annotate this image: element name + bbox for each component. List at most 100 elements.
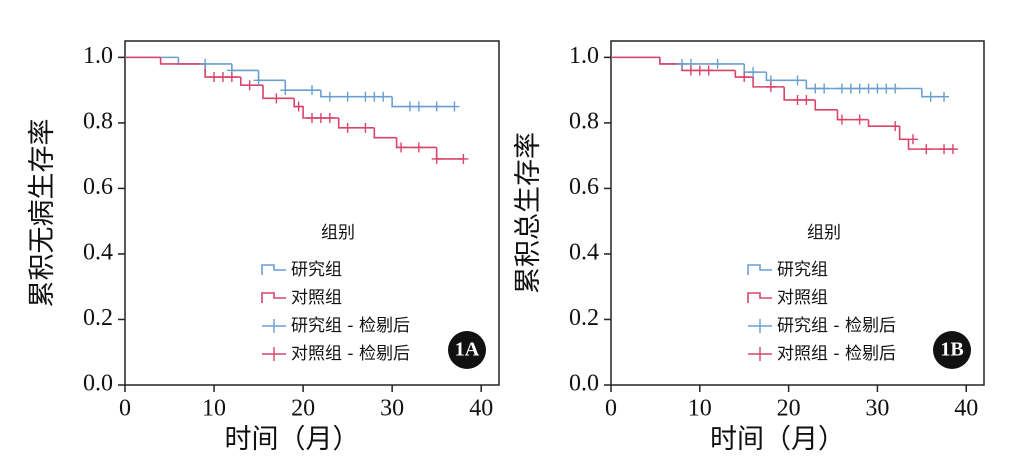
y-tick-label: 0.6 xyxy=(83,174,113,200)
x-axis-title: 时间（月） xyxy=(710,424,845,454)
censor-mark xyxy=(293,101,304,112)
legend-label: 对照组 xyxy=(777,288,828,308)
censor-mark xyxy=(396,142,407,153)
censor-mark xyxy=(739,72,750,83)
censor-mark xyxy=(845,83,856,94)
censor-mark xyxy=(890,121,901,132)
censor-mark xyxy=(271,93,282,104)
x-tick-label: 30 xyxy=(865,396,889,422)
censor-mark xyxy=(360,122,371,133)
censor-mark xyxy=(307,112,317,123)
y-tick-label: 0.2 xyxy=(569,305,599,331)
legend-label: 对照组 xyxy=(291,288,342,308)
survival-step xyxy=(659,57,745,65)
legend-label: 研究组 - 检剔后 xyxy=(777,316,896,336)
chart-panel: 0 10 20 30 40 0.0 0.2 0.4 0.6 0.8 1.0 时间（月） 累积总生存率 组别… xyxy=(513,40,985,454)
censor-mark xyxy=(854,83,865,94)
survival-step xyxy=(435,147,464,160)
badge xyxy=(448,331,486,369)
legend-icon xyxy=(748,347,772,361)
y-tick-label: 1.0 xyxy=(569,43,599,69)
x-tick-label: 10 xyxy=(688,396,712,422)
censor-mark xyxy=(854,114,865,125)
x-tick-label: 0 xyxy=(605,396,617,422)
legend-icon xyxy=(747,292,772,303)
badge-label: 1A xyxy=(455,339,480,361)
censor-mark xyxy=(939,144,950,155)
y-tick-label: 0.4 xyxy=(83,239,113,265)
legend-title: 组别 xyxy=(321,223,355,243)
legend-icon xyxy=(262,347,286,361)
censor-mark xyxy=(907,134,918,145)
legend-label: 研究组 - 检剔后 xyxy=(291,316,410,336)
censor-mark xyxy=(925,91,936,102)
censor-mark xyxy=(413,101,424,112)
badge-label: 1B xyxy=(940,339,963,361)
censor-mark xyxy=(819,83,830,94)
badge xyxy=(933,331,971,369)
legend-label: 对照组 - 检剔后 xyxy=(777,344,896,364)
survival-step xyxy=(765,72,807,82)
survival-step xyxy=(239,77,264,87)
x-tick-label: 40 xyxy=(954,396,978,422)
censor-mark xyxy=(810,83,821,94)
censor-mark xyxy=(792,94,803,105)
y-tick-label: 0.8 xyxy=(569,108,599,134)
censor-mark xyxy=(431,153,442,164)
censor-mark xyxy=(921,144,932,155)
censor-mark xyxy=(792,75,803,86)
censor-mark xyxy=(765,81,776,92)
censor-mark xyxy=(217,72,228,83)
censor-mark xyxy=(872,83,883,94)
censor-mark xyxy=(748,67,759,78)
x-tick-label: 40 xyxy=(469,396,493,422)
x-tick-label: 30 xyxy=(380,396,404,422)
censor-mark xyxy=(324,112,335,123)
x-tick-label: 20 xyxy=(777,396,801,422)
legend-label: 对照组 - 检剔后 xyxy=(291,344,410,364)
legend-title: 组别 xyxy=(807,223,841,243)
y-tick-label: 0.0 xyxy=(83,371,113,397)
survival-step xyxy=(743,63,767,73)
legend-label: 研究组 xyxy=(291,260,342,280)
survival-step xyxy=(391,96,455,108)
censor-mark xyxy=(703,65,714,76)
censor-mark xyxy=(449,101,460,112)
censor-mark xyxy=(200,58,211,69)
censor-mark xyxy=(801,94,812,105)
x-tick-label: 20 xyxy=(291,396,315,422)
y-tick-label: 0.4 xyxy=(569,239,599,265)
censor-mark xyxy=(458,153,469,164)
survival-step xyxy=(284,80,321,91)
y-axis-title: 累积无病生存率 xyxy=(27,119,57,308)
legend-icon xyxy=(261,264,286,275)
censor-mark xyxy=(712,58,723,69)
survival-step xyxy=(907,139,953,150)
censor-mark xyxy=(360,91,371,102)
legend-icon xyxy=(261,292,286,303)
censor-mark xyxy=(836,83,847,94)
censor-mark xyxy=(413,142,424,153)
survival-step xyxy=(752,77,785,88)
censor-mark xyxy=(369,91,380,102)
survival-step xyxy=(337,117,375,129)
survival-step xyxy=(320,90,393,98)
survival-step xyxy=(898,126,909,141)
censor-mark xyxy=(881,83,892,94)
y-tick-label: 0.2 xyxy=(83,305,113,331)
chart-panel: 0 10 20 30 40 0.0 0.2 0.4 0.6 0.8 1.0 时间（月） 累积无病生存率组… xyxy=(27,40,500,454)
censor-mark xyxy=(863,83,874,94)
censor-mark xyxy=(378,91,389,102)
survival-step xyxy=(867,119,900,127)
censor-mark xyxy=(342,122,353,133)
plot-frame xyxy=(124,40,500,386)
censor-mark xyxy=(890,83,901,94)
survival-step xyxy=(814,99,838,111)
survival-step xyxy=(159,57,206,65)
censor-mark xyxy=(947,144,958,155)
censor-mark xyxy=(404,101,415,112)
x-axis-title: 时间（月） xyxy=(225,424,360,454)
legend-label: 研究组 xyxy=(777,260,828,280)
y-tick-label: 0.8 xyxy=(83,108,113,134)
